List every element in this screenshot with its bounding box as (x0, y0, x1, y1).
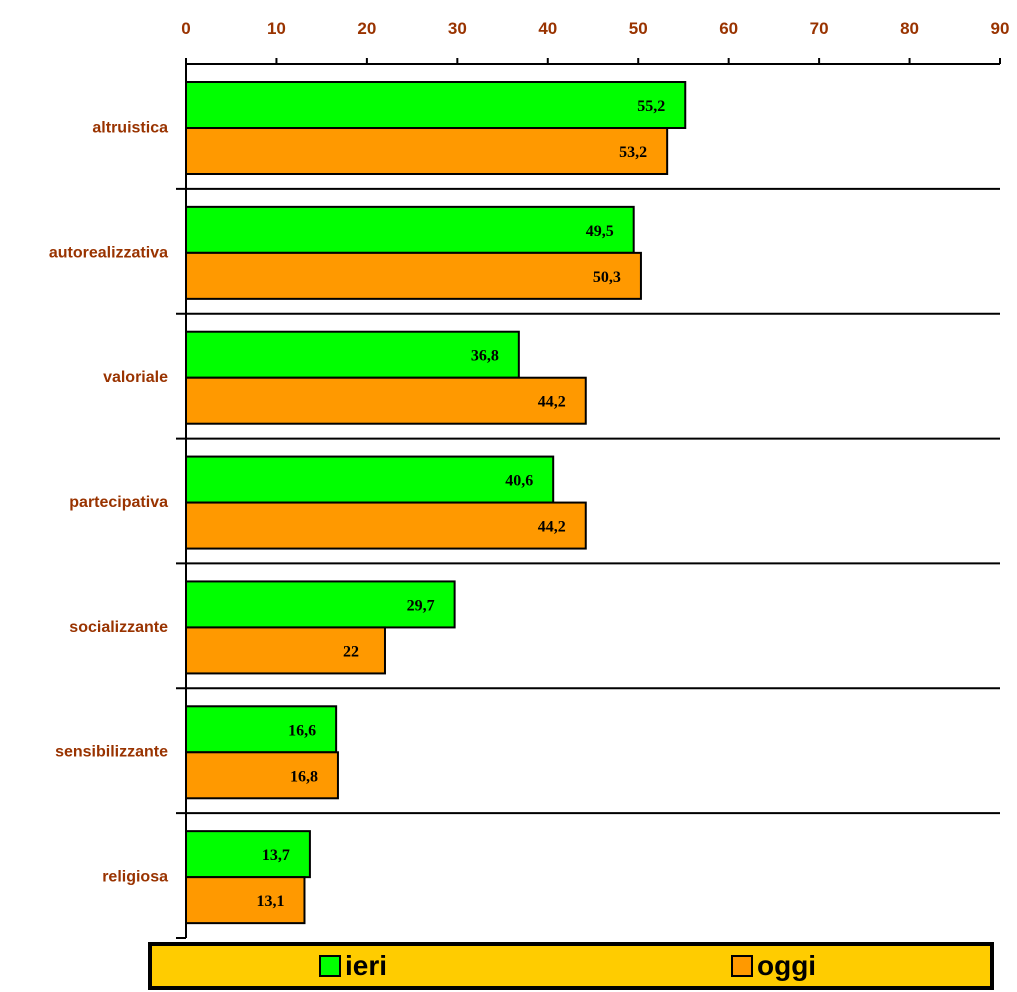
category-label-altruistica: altruistica (92, 119, 168, 136)
bars (185, 81, 687, 925)
bar-ieri-autorealizzativa (185, 205, 635, 254)
category-label-religiosa: religiosa (102, 869, 168, 886)
bar-oggi-sensibilizzante (185, 751, 339, 800)
bar-oggi-religiosa (185, 876, 306, 925)
data-label-ieri-valoriale: 36,8 (471, 348, 499, 365)
legend-label-ieri: ieri (345, 950, 388, 981)
bar-ieri-altruistica (185, 81, 687, 129)
bar-oggi-valoriale (185, 376, 587, 425)
data-label-ieri-socializzante: 29,7 (407, 597, 435, 614)
axes (176, 58, 1001, 939)
data-label-oggi-valoriale: 44,2 (538, 394, 566, 411)
bar-ieri-valoriale (185, 330, 520, 379)
x-tick-label: 30 (448, 19, 467, 38)
bar-oggi-altruistica (185, 127, 669, 175)
x-tick-label: 90 (991, 19, 1010, 38)
category-label-socializzante: socializzante (69, 619, 168, 636)
bar-oggi-autorealizzativa (185, 251, 642, 300)
data-label-ieri-religiosa: 13,7 (262, 847, 290, 864)
data-label-oggi-partecipativa: 44,2 (538, 519, 566, 536)
data-label-oggi-altruistica: 53,2 (619, 144, 647, 161)
x-tick-label: 80 (900, 19, 919, 38)
category-label-sensibilizzante: sensibilizzante (55, 744, 168, 761)
data-label-ieri-sensibilizzante: 16,6 (288, 722, 316, 739)
bar-ieri-religiosa (185, 830, 311, 879)
legend-swatch-ieri (319, 955, 341, 977)
data-label-oggi-socializzante: 22 (343, 643, 359, 660)
data-label-oggi-religiosa: 13,1 (256, 893, 284, 910)
x-tick-label: 20 (357, 19, 376, 38)
bar-oggi-partecipativa (185, 501, 587, 550)
bar-ieri-partecipativa (185, 455, 555, 504)
category-label-partecipativa: partecipativa (69, 494, 168, 511)
data-label-ieri-partecipativa: 40,6 (505, 473, 533, 490)
data-label-oggi-sensibilizzante: 16,8 (290, 768, 318, 785)
x-tick-label: 40 (538, 19, 557, 38)
data-label-oggi-autorealizzativa: 50,3 (593, 269, 621, 286)
category-label-valoriale: valoriale (103, 369, 168, 386)
data-label-ieri-autorealizzativa: 49,5 (586, 223, 614, 240)
legend-item-ieri: ieri (319, 950, 387, 982)
x-tick-label: 70 (810, 19, 829, 38)
legend-item-oggi: oggi (731, 950, 816, 982)
x-tick-label: 0 (181, 19, 190, 38)
category-label-autorealizzativa: autorealizzativa (49, 244, 168, 261)
x-tick-label: 60 (719, 19, 738, 38)
x-tick-label: 50 (629, 19, 648, 38)
labels: 0 10 20 30 40 50 60 70 80 90 55,2 53,2 altruistica 49… (49, 19, 1010, 910)
bar-ieri-sensibilizzante (185, 705, 338, 754)
legend: ieri oggi (148, 942, 994, 990)
data-label-ieri-altruistica: 55,2 (637, 98, 665, 115)
legend-label-oggi: oggi (757, 950, 817, 981)
x-tick-label: 10 (267, 19, 286, 38)
bar-chart: 0 10 20 30 40 50 60 70 80 90 55,2 53,2 altruistica 49… (49, 19, 1010, 939)
legend-swatch-oggi (731, 955, 753, 977)
gridlines (176, 187, 1000, 815)
